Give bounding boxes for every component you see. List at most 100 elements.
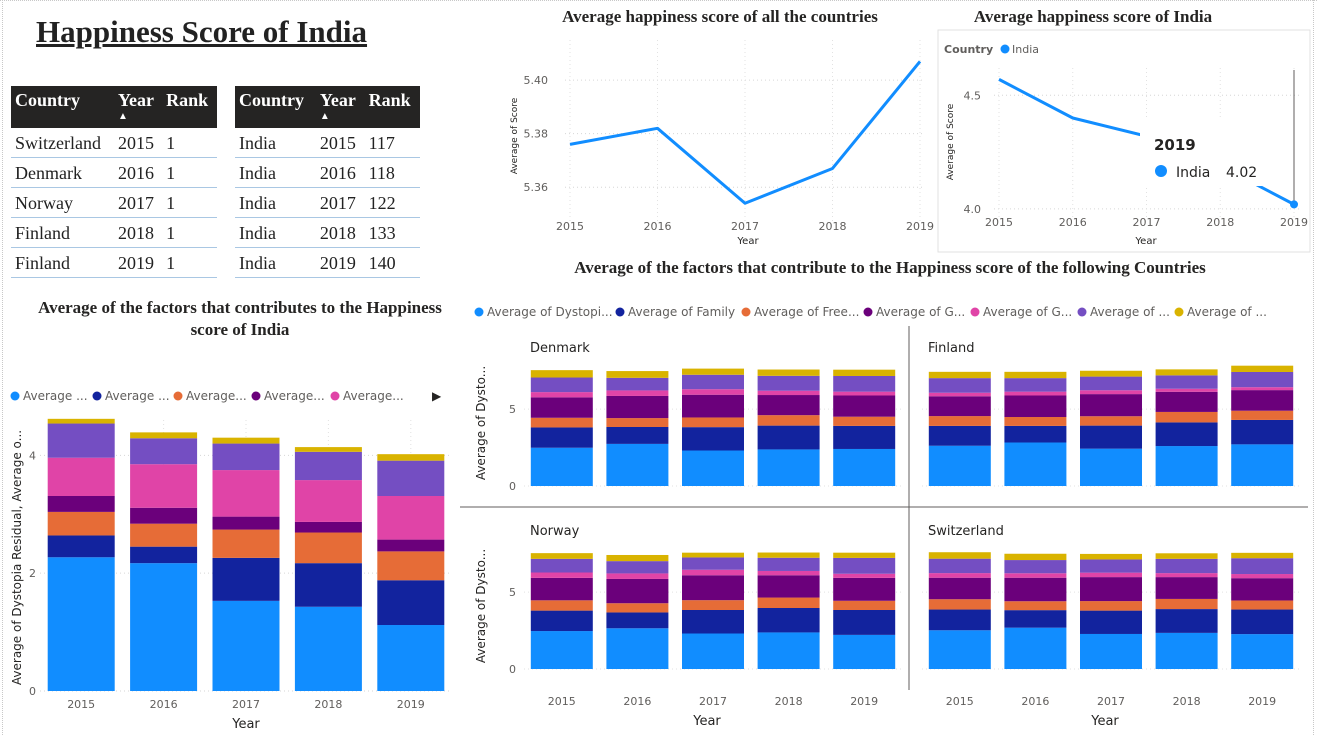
country-cell: India bbox=[235, 217, 316, 248]
bar-segment bbox=[1080, 633, 1142, 669]
frame-top-border bbox=[0, 0, 1317, 1]
x-tick-label: 2016 bbox=[623, 695, 651, 708]
bar-segment bbox=[606, 573, 669, 579]
bar-segment bbox=[47, 457, 115, 496]
bar-segment bbox=[1155, 598, 1218, 610]
india-factors-bar-chart[interactable]: Average ... Average ... Average... Average.… bbox=[0, 380, 460, 735]
bar-segment bbox=[1231, 410, 1294, 420]
bar-segment bbox=[1004, 378, 1067, 392]
header-country[interactable]: Country bbox=[235, 86, 316, 128]
y-axis-title: Average of Dysto... bbox=[474, 549, 488, 663]
bar-segment bbox=[130, 523, 198, 547]
bar-segment bbox=[530, 397, 593, 418]
x-tick-label: 2019 bbox=[1248, 695, 1276, 708]
bar-segment bbox=[530, 577, 593, 601]
table-row[interactable]: Finland 2019 1 bbox=[11, 247, 217, 278]
table-row[interactable]: India 2017 122 bbox=[235, 187, 420, 218]
bar-segment bbox=[928, 558, 991, 574]
india-rank-table[interactable]: Country Year ▲ Rank India 2015 117 India 2016… bbox=[235, 86, 420, 278]
all-countries-line-chart[interactable]: 5.36 5.38 5.40 2015 2016 2017 2018 2019 Year Aver… bbox=[500, 30, 935, 255]
header-rank[interactable]: Rank bbox=[162, 86, 217, 128]
frame-left-border bbox=[2, 0, 3, 735]
bar-segment bbox=[682, 569, 744, 576]
table-row[interactable]: India 2018 133 bbox=[235, 217, 420, 248]
header-country[interactable]: Country bbox=[11, 86, 114, 128]
x-axis-title: Year bbox=[692, 714, 721, 729]
legend-marker-icon bbox=[741, 307, 751, 317]
legend-label: Average... bbox=[343, 389, 404, 403]
top-rank-table[interactable]: Country Year ▲ Rank Switzerland 2015 1 Denma… bbox=[11, 86, 217, 278]
table-row[interactable]: Denmark 2016 1 bbox=[11, 157, 217, 188]
rank-cell: 140 bbox=[364, 247, 420, 278]
tooltip-card bbox=[1140, 120, 1266, 186]
india-factors-bar-chart-svg: Average ... Average ... Average... Average.… bbox=[10, 389, 452, 732]
year-cell: 2019 bbox=[113, 247, 163, 278]
x-tick-label: 2018 bbox=[1206, 216, 1234, 229]
bar-segment bbox=[130, 546, 198, 564]
header-year[interactable]: Year ▲ bbox=[315, 86, 365, 128]
x-tick-label: 2017 bbox=[1097, 695, 1125, 708]
bar-segment bbox=[757, 369, 820, 376]
bar-segment bbox=[1155, 573, 1218, 578]
bar-segment bbox=[682, 374, 744, 390]
header-rank[interactable]: Rank bbox=[364, 86, 420, 128]
legend-marker-icon bbox=[970, 307, 980, 317]
y-tick-label: 5.36 bbox=[524, 181, 549, 194]
bar-segment bbox=[377, 551, 445, 581]
rank-cell: 1 bbox=[162, 187, 217, 218]
bar-segment bbox=[1080, 448, 1142, 486]
score-series-line bbox=[569, 60, 922, 205]
bar-segment bbox=[1155, 369, 1218, 376]
sort-ascending-icon[interactable]: ▲ bbox=[319, 111, 330, 122]
bar-segment bbox=[682, 389, 744, 395]
x-tick-label: 2017 bbox=[232, 698, 260, 711]
table-row[interactable]: India 2016 118 bbox=[235, 157, 420, 188]
y-tick-label: 4.0 bbox=[964, 203, 982, 216]
bar-segment bbox=[606, 578, 669, 604]
bar-segment bbox=[1231, 634, 1294, 669]
x-tick-label: 2017 bbox=[699, 695, 727, 708]
bar-segment bbox=[928, 599, 991, 610]
bar-segment bbox=[530, 610, 593, 632]
x-tick-label: 2015 bbox=[556, 220, 584, 233]
bar-segment bbox=[1080, 553, 1142, 560]
bar-segment bbox=[294, 447, 362, 452]
bar-segment bbox=[212, 600, 280, 691]
legend-label: Average of Free... bbox=[754, 305, 859, 319]
tooltip-title: 2019 bbox=[1154, 136, 1196, 154]
bar-segment bbox=[757, 632, 820, 669]
table-row[interactable]: India 2019 140 bbox=[235, 247, 420, 278]
bar-segment bbox=[530, 553, 593, 559]
table-header-row: Country Year ▲ Rank bbox=[235, 86, 420, 128]
bar-segment bbox=[757, 557, 820, 571]
year-cell: 2019 bbox=[315, 247, 365, 278]
country-factors-small-multiples[interactable]: Average of Dystopi... Average of Family Av… bbox=[460, 290, 1317, 735]
india-factors-chart-title: Average of the factors that contributes … bbox=[38, 298, 442, 339]
bar-segment bbox=[682, 394, 744, 418]
bar-segment bbox=[377, 454, 445, 461]
bar-segment bbox=[1004, 553, 1067, 561]
y-tick-label: 4 bbox=[29, 449, 36, 462]
table-row[interactable]: Norway 2017 1 bbox=[11, 187, 217, 218]
country-cell: India bbox=[235, 187, 316, 218]
table-row[interactable]: India 2015 117 bbox=[235, 128, 420, 158]
table-row[interactable]: Finland 2018 1 bbox=[11, 217, 217, 248]
bar-segment bbox=[530, 447, 593, 486]
bar-segment bbox=[1080, 577, 1142, 602]
bar-segment bbox=[757, 390, 820, 396]
legend-marker-icon bbox=[863, 307, 873, 317]
x-tick-label: 2018 bbox=[314, 698, 342, 711]
bar-segment bbox=[530, 572, 593, 578]
sort-ascending-icon[interactable]: ▲ bbox=[117, 111, 128, 122]
y-tick-label: 2 bbox=[29, 567, 36, 580]
bar-segment bbox=[377, 495, 445, 540]
header-year[interactable]: Year ▲ bbox=[113, 86, 163, 128]
india-score-line-chart[interactable]: Country India 4.0 4.5 2015 2016 2017 2018 2019 Ye… bbox=[937, 29, 1311, 255]
table-row[interactable]: Switzerland 2015 1 bbox=[11, 128, 217, 158]
bar-segment bbox=[1155, 375, 1218, 389]
year-cell: 2016 bbox=[315, 157, 365, 188]
bar-segment bbox=[47, 557, 115, 691]
bar-segment bbox=[757, 415, 820, 426]
bar-segment bbox=[833, 369, 896, 376]
bar-segment bbox=[377, 580, 445, 626]
